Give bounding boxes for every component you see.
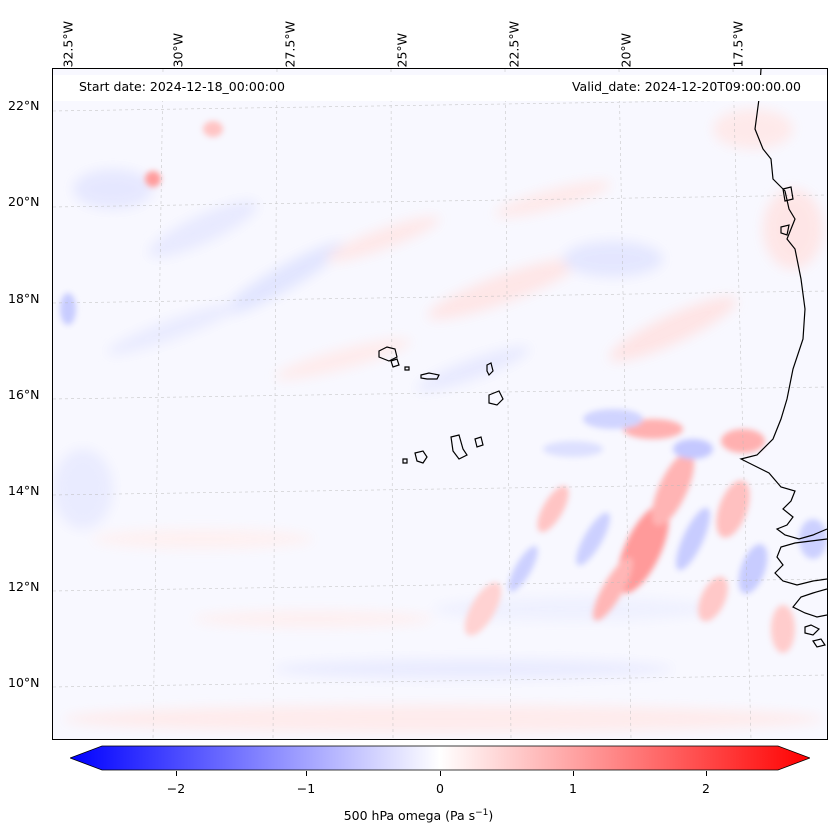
island-brava: [402, 458, 408, 464]
lat-label-16n: 16°N: [8, 387, 40, 402]
lon-label-32-5w: 32.5°W: [60, 21, 76, 68]
island-sal: [486, 362, 494, 377]
african-coastline: [739, 69, 827, 540]
island-maio: [474, 436, 484, 448]
colorbar-variable: 500 hPa omega (Pa s: [343, 808, 476, 824]
lat-label-18n: 18°N: [8, 291, 40, 306]
lat-label-20n: 20°N: [8, 194, 40, 209]
island-fogo: [414, 450, 428, 464]
colorbar-tick-mark: [306, 771, 307, 776]
lon-label-27-5w: 27.5°W: [282, 21, 298, 68]
colorbar-bar: [70, 745, 810, 771]
island-sao-vicente: [390, 358, 400, 368]
coastal-islets: [780, 186, 794, 236]
colorbar-unit-suffix: ): [488, 808, 494, 824]
lat-label-22n: 22°N: [8, 98, 40, 113]
start-date-label: Start date: 2024-12-18_00:00:00: [79, 79, 285, 94]
island-santo-antao: [378, 346, 398, 362]
island-santiago: [450, 434, 468, 460]
guinea-coast: [792, 588, 827, 618]
graticule: [53, 69, 827, 739]
colorbar-tick-mark: [176, 771, 177, 776]
info-bar: [53, 75, 827, 101]
island-santa-luzia: [404, 366, 410, 371]
map-panel: Start date: 2024-12-18_00:00:00 Valid_da…: [52, 68, 828, 740]
colorbar-tick-minus-1: −1: [296, 781, 316, 796]
cape-verde-islands: [378, 346, 504, 464]
colorbar-tick-mark: [706, 771, 707, 776]
colorbar-tick-1: 1: [569, 781, 577, 796]
lon-label-22-5w: 22.5°W: [506, 21, 522, 68]
field-background: [53, 69, 827, 739]
weak-field-patches: [53, 109, 823, 733]
lat-label-12n: 12°N: [8, 579, 40, 594]
lat-label-14n: 14°N: [8, 483, 40, 498]
lat-label-10n: 10°N: [8, 675, 40, 690]
colorbar: [70, 745, 810, 771]
colorbar-tick-mark: [440, 771, 441, 776]
colorbar-tick-0: 0: [436, 781, 444, 796]
lon-label-20w: 20°W: [618, 32, 634, 68]
bijagos-islands: [804, 624, 826, 648]
colorbar-tick-minus-2: −2: [166, 781, 186, 796]
colorbar-tick-2: 2: [702, 781, 710, 796]
coastline: [739, 69, 827, 648]
convective-field-patches: [60, 121, 827, 653]
lon-label-25w: 25°W: [394, 32, 410, 68]
island-sao-nicolau: [420, 372, 440, 380]
island-boa-vista: [488, 390, 504, 406]
gambia-coast: [774, 538, 827, 586]
omega-field-map: [53, 69, 827, 739]
valid-date-label: Valid_date: 2024-12-20T09:00:00.00: [571, 79, 801, 94]
colorbar-tick-mark: [573, 771, 574, 776]
colorbar-label: 500 hPa omega (Pa s−1): [0, 808, 837, 823]
colorbar-unit-exponent: −1: [475, 808, 489, 818]
lon-label-30w: 30°W: [170, 32, 186, 68]
lon-label-17-5w: 17.5°W: [730, 21, 746, 68]
